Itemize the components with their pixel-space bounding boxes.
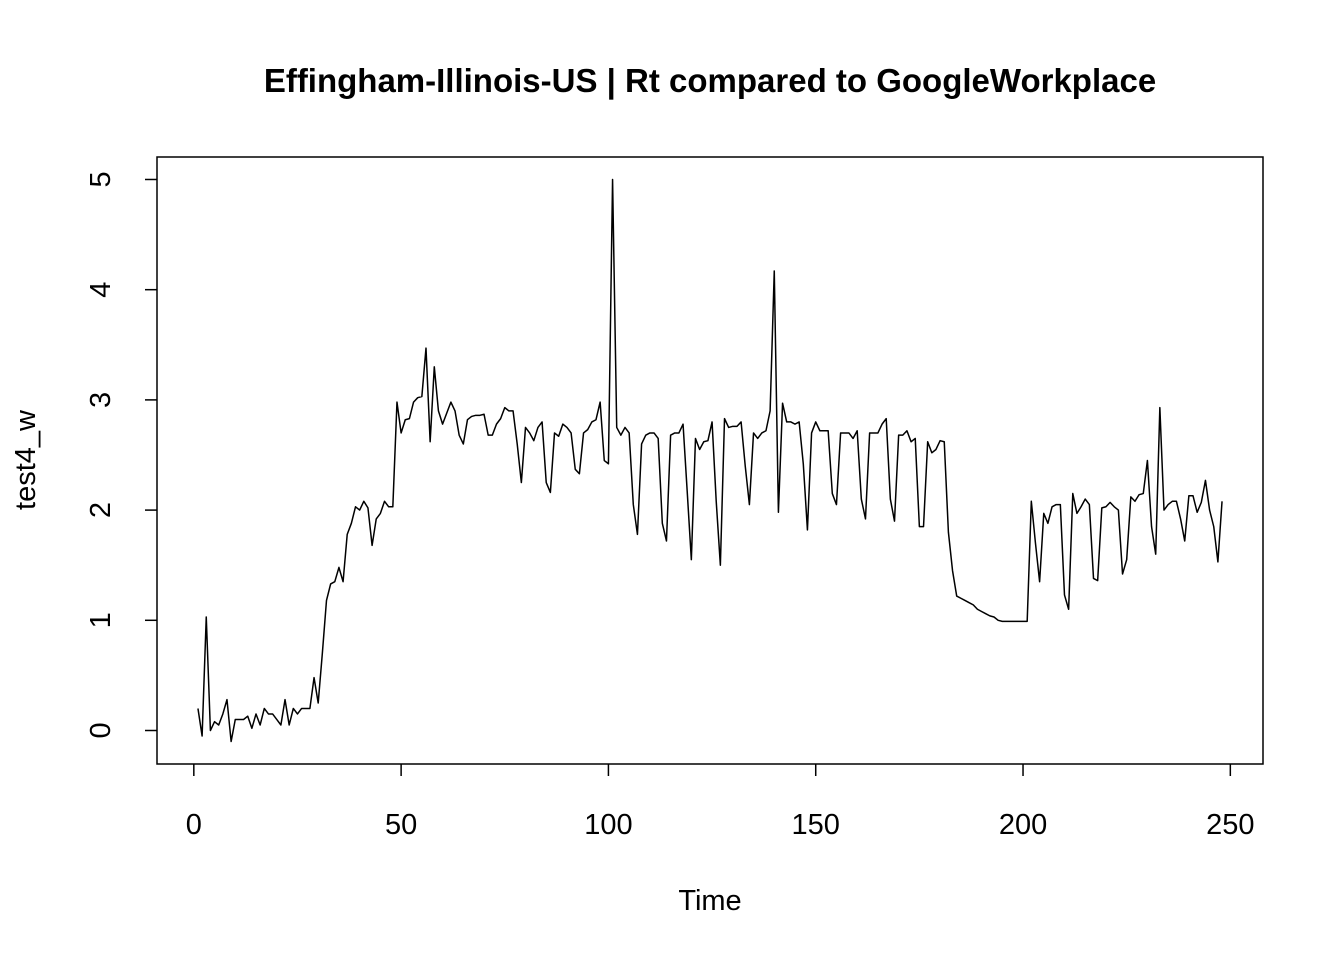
y-tick-label: 3 [85, 392, 117, 408]
y-tick-label: 1 [85, 612, 117, 628]
y-tick-label: 5 [85, 171, 117, 187]
x-tick-label: 150 [792, 809, 840, 841]
plot-box [156, 156, 1264, 765]
chart-title: Effingham-Illinois-US | Rt compared to G… [264, 62, 1156, 99]
data-line [197, 178, 1223, 743]
y-tick-label: 0 [85, 722, 117, 738]
x-tick-label: 200 [999, 809, 1047, 841]
x-axis-label: Time [678, 885, 741, 917]
y-tick-label: 2 [85, 502, 117, 518]
x-tick-label: 0 [186, 809, 202, 841]
y-tick-label: 4 [85, 282, 117, 298]
x-tick-label: 250 [1206, 809, 1254, 841]
x-tick-label: 100 [584, 809, 632, 841]
y-axis-label: test4_w [10, 409, 42, 510]
x-tick-label: 50 [385, 809, 417, 841]
